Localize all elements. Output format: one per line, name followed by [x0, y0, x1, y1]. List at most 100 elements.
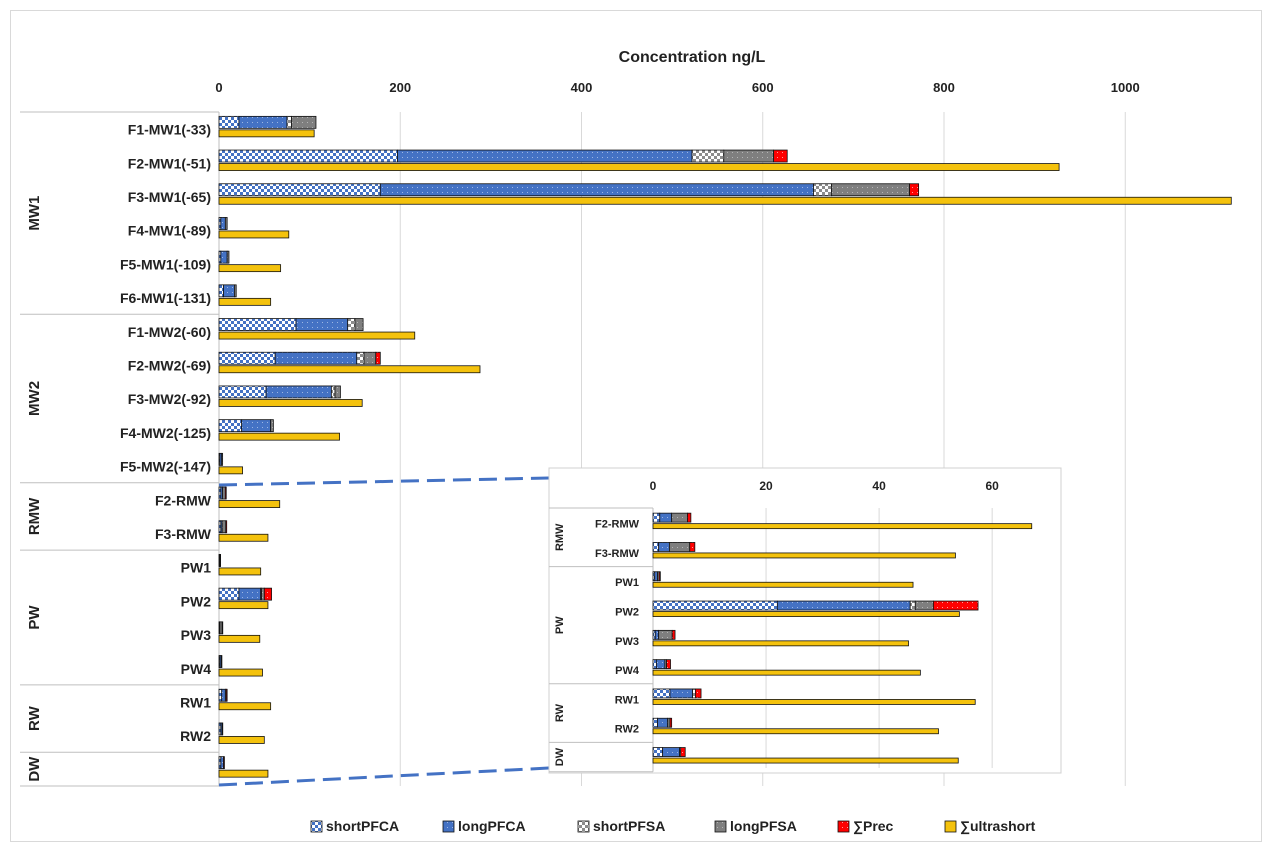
bar-longpfca-pw2 [238, 587, 262, 601]
legend-swatch-longpfca [442, 820, 455, 833]
inset-bar-longpfca-pw3 [654, 629, 660, 640]
inset-category-label: PW4 [615, 665, 640, 677]
inset-bar-shortpfsa-pw2 [909, 600, 916, 611]
bar-longpfca-f1-mw1-33 [238, 115, 288, 129]
bar-longpfca-f3-mw1-65 [379, 183, 814, 197]
category-label: RW1 [180, 694, 211, 710]
inset-bar-ultrashort-pw1 [652, 581, 914, 588]
bar-ultrashort-f2-rmw [218, 500, 281, 508]
bar-ultrashort-f3-mw2-92 [218, 399, 363, 407]
inset-bar-ultrashort-rw2 [652, 728, 939, 735]
bar-prec-pw1 [219, 554, 221, 567]
category-label: F4-MW2(-125) [120, 425, 211, 441]
group-label-mw2: MW2 [26, 381, 43, 416]
bar-prec-pw2 [263, 587, 272, 601]
legend-swatch-sum-ultrashort [944, 820, 957, 833]
bar-shortpfsa-f2-mw2-69 [356, 351, 365, 365]
zoom-connector-bottom [218, 766, 550, 787]
inset-category-label: RW2 [615, 724, 639, 736]
bar-longpfsa-f1-mw1-33 [291, 115, 317, 129]
zoom-connector-top [218, 476, 550, 487]
inset-category-label: PW1 [615, 577, 639, 589]
inset-group-label-dw: DW [554, 747, 566, 766]
bar-shortpfca-f1-mw1-33 [218, 115, 240, 129]
inset-group-label-rw: RW [554, 703, 566, 722]
bar-ultrashort-f5-mw2-147 [218, 466, 243, 475]
x-tick-label: 0 [215, 80, 222, 95]
bar-shortpfca-f6-mw1-131 [218, 284, 224, 298]
bar-ultrashort-f4-mw2-125 [218, 432, 340, 441]
category-label: F2-RMW [155, 492, 212, 508]
inset-bar-prec-pw3 [671, 629, 676, 640]
bar-longpfsa-f1-mw2-60 [354, 318, 364, 331]
bar-shortpfca-pw2 [218, 587, 240, 601]
bar-prec-pw4 [220, 655, 223, 668]
bar-longpfca-f1-mw2-60 [295, 318, 349, 331]
bar-longpfsa-f2-rmw [222, 486, 226, 500]
inset-bar-prec-rw1 [694, 688, 702, 699]
legend-swatch-shortpfca [310, 820, 323, 833]
inset-category-label: RW1 [615, 694, 639, 706]
bar-shortpfsa-f1-mw2-60 [347, 318, 356, 331]
inset-category-label: PW2 [615, 606, 639, 618]
inset-bar-shortpfca-dw [652, 747, 664, 757]
inset-bar-prec-pw2 [932, 600, 979, 611]
inset-category-label: F2-RMW [595, 519, 640, 531]
inset-group-label-pw: PW [554, 616, 566, 634]
bar-prec-f2-mw1-51 [773, 149, 788, 163]
group-label-pw: PW [26, 605, 43, 630]
inset-bar-prec-rw2 [669, 717, 673, 728]
inset-category-label: F3-RMW [595, 548, 640, 560]
inset-bar-longpfca-pw1 [654, 571, 658, 582]
bar-shortpfca-f3-mw1-65 [218, 183, 381, 197]
bar-longpfca-f3-mw2-92 [265, 385, 332, 399]
category-label: F5-MW1(-109) [120, 256, 211, 272]
group-label-mw1: MW1 [26, 196, 43, 231]
bar-shortpfca-rw1 [218, 688, 223, 702]
inset-bar-longpfca-pw4 [655, 659, 666, 670]
bar-prec-f2-mw2-69 [375, 351, 381, 365]
bar-longpfsa-f4-mw2-125 [270, 419, 274, 433]
bar-ultrashort-f2-mw1-51 [218, 163, 1060, 171]
bar-longpfca-f6-mw1-131 [223, 284, 235, 298]
bar-ultrashort-dw [218, 769, 269, 778]
inset-bar-shortpfca-f2-rmw [652, 512, 661, 523]
inset-bar-ultrashort-dw [652, 757, 959, 764]
x-tick-label: 400 [571, 80, 593, 95]
category-label: F1-MW1(-33) [128, 122, 211, 138]
inset-bar-longpfca-rw2 [657, 717, 669, 728]
legend-swatch-shortpfsa [577, 820, 590, 833]
bar-ultrashort-f5-mw1-109 [218, 264, 282, 273]
inset-bar-longpfca-f2-rmw [659, 512, 673, 523]
inset-bar-longpfsa-pw3 [658, 629, 673, 640]
category-label: F6-MW1(-131) [120, 290, 211, 306]
legend-label-sum-ultrashort: ∑ultrashort [960, 818, 1036, 835]
inset-bar-longpfsa-pw2 [914, 600, 934, 611]
inset-bar-prec-f3-rmw [689, 542, 696, 552]
inset-group-label-rmw: RMW [554, 523, 566, 551]
legend-swatch-sum-prec [837, 820, 850, 833]
inset-x-tick-label: 0 [650, 479, 657, 493]
bar-ultrashort-pw2 [218, 601, 269, 610]
inset-bar-ultrashort-pw2 [652, 611, 960, 617]
legend-label-sum-prec: ∑Prec [853, 818, 894, 835]
legend-label-longpfca: longPFCA [458, 818, 526, 834]
bar-longpfca-f4-mw2-125 [241, 419, 272, 433]
x-tick-label: 800 [933, 80, 955, 95]
bar-prec-f3-rmw [225, 520, 228, 534]
bar-prec-f2-rmw [224, 486, 227, 500]
group-label-dw: DW [26, 756, 43, 782]
legend-swatch-longpfsa [714, 820, 727, 833]
bar-longpfsa-f3-mw2-92 [334, 385, 341, 399]
inset-bar-longpfca-dw [662, 747, 680, 757]
bar-ultrashort-rw2 [218, 736, 265, 744]
bar-longpfsa-f6-mw1-131 [234, 284, 237, 298]
bar-shortpfca-f3-mw2-92 [218, 385, 267, 399]
bar-longpfca-f2-mw1-51 [397, 149, 693, 163]
bar-shortpfsa-f1-mw1-33 [286, 115, 292, 129]
bar-longpfsa-f5-mw2-147 [221, 452, 224, 466]
chart-title: Concentration ng/L [619, 49, 766, 66]
bar-ultrashort-f1-mw1-33 [218, 129, 315, 138]
bar-shortpfca-f4-mw2-125 [218, 419, 243, 433]
